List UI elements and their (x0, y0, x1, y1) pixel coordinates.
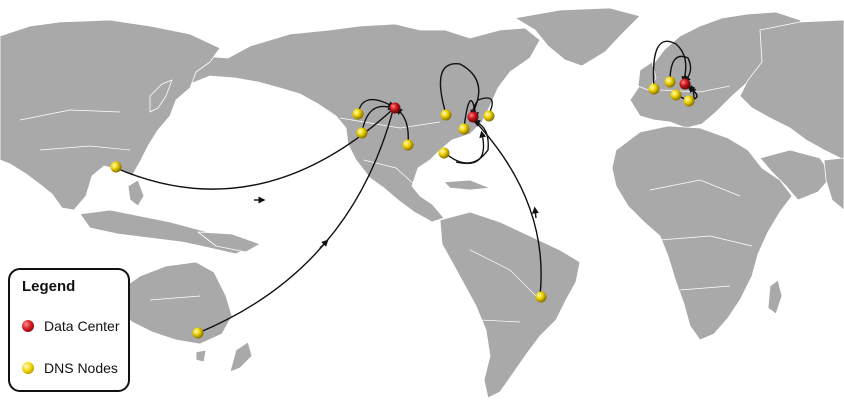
south-america (439, 211, 581, 399)
dns-node-amsterdam (664, 76, 676, 88)
africa (611, 125, 793, 341)
dns-node-paris (683, 95, 695, 107)
asia-east (739, 19, 844, 161)
dns-node-washington (438, 147, 450, 159)
south-asia (823, 157, 844, 211)
dns-node-chicago (440, 109, 452, 121)
madagascar (767, 279, 783, 315)
land-masses (0, 7, 844, 399)
data-center-europe (679, 78, 691, 90)
legend-item-dns-nodes: DNS Nodes (22, 360, 118, 376)
greenland (514, 7, 641, 67)
australia (117, 261, 233, 345)
dns-node-dallas (402, 139, 414, 151)
legend-label-dns-nodes: DNS Nodes (44, 360, 118, 376)
arrow-sp (531, 206, 539, 219)
route-washington (443, 120, 489, 164)
tasmania (195, 349, 207, 363)
data-center-us-east (467, 111, 479, 123)
legend-title: Legend (22, 278, 76, 295)
dns-node-icon (22, 362, 34, 374)
dns-node-sanjose (352, 108, 364, 120)
dns-node-london (648, 83, 660, 95)
new-zealand (229, 341, 253, 373)
route-hongkong-uswest (115, 109, 393, 190)
route-london (652, 40, 689, 89)
arabia (759, 149, 833, 201)
dns-node-sydney (192, 327, 204, 339)
asia (0, 19, 221, 211)
route-la (361, 103, 396, 133)
data-centers (389, 78, 691, 123)
dns-node-hongkong (110, 161, 122, 173)
new-guinea (197, 231, 261, 253)
legend-label-data-center: Data Center (44, 318, 120, 334)
dns-node-saopaulo (535, 291, 547, 303)
data-center-icon (22, 320, 34, 332)
caribbean (443, 179, 491, 191)
dns-nodes (110, 76, 695, 339)
data-center-us-west (389, 102, 401, 114)
dns-node-newark (483, 110, 495, 122)
legend-item-data-center: Data Center (22, 318, 119, 334)
dns-node-toronto (458, 123, 470, 135)
dns-node-frankfurt (670, 89, 682, 101)
route-miami (455, 130, 487, 165)
japan (149, 79, 173, 113)
route-chicago (439, 63, 480, 118)
legend: Legend Data Center DNS Nodes (8, 268, 130, 392)
arrow-syd (319, 239, 329, 249)
country-borders (19, 85, 753, 323)
routes (115, 40, 698, 334)
route-saopaulo-useast (471, 117, 542, 297)
route-toronto (463, 100, 479, 129)
dns-node-la (356, 127, 368, 139)
philippines (127, 179, 145, 207)
route-amsterdam (669, 55, 692, 83)
